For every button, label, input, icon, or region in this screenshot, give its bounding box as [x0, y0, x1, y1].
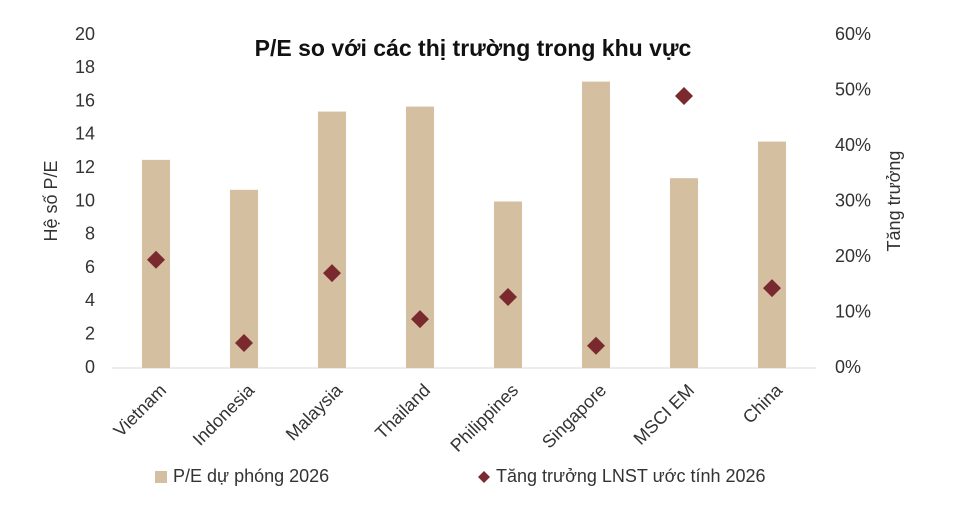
y2-tick-label: 20%	[835, 246, 871, 266]
bar	[494, 201, 522, 368]
bar	[318, 111, 346, 368]
marker	[235, 334, 253, 353]
y-tick-label: 20	[75, 24, 95, 44]
marker	[675, 87, 693, 106]
y-tick-label: 12	[75, 157, 95, 177]
y-tick-label: 18	[75, 57, 95, 77]
legend-label: Tăng trưởng LNST ước tính 2026	[496, 466, 766, 486]
y2-axis-label: Tăng trưởng	[884, 151, 904, 252]
bar	[406, 106, 434, 368]
y2-tick-label: 0%	[835, 357, 861, 377]
y-tick-label: 10	[75, 190, 95, 210]
y-tick-label: 0	[85, 357, 95, 377]
marker	[499, 287, 517, 306]
marker	[323, 264, 341, 283]
x-tick-label: Indonesia	[189, 379, 259, 449]
y2-tick-label: 60%	[835, 24, 871, 44]
chart-title: P/E so với các thị trường trong khu vực	[255, 35, 692, 61]
bar	[670, 178, 698, 368]
y2-tick-label: 50%	[835, 79, 871, 99]
legend-swatch	[478, 471, 490, 483]
x-tick-label: Vietnam	[110, 380, 171, 441]
marker	[587, 336, 605, 355]
marker	[763, 279, 781, 298]
legend-label: P/E dự phóng 2026	[173, 466, 329, 486]
x-tick-label: China	[739, 379, 787, 427]
y-tick-label: 14	[75, 124, 95, 144]
y-tick-label: 2	[85, 323, 95, 343]
y2-tick-label: 30%	[835, 190, 871, 210]
marker	[147, 250, 165, 269]
bar	[758, 141, 786, 368]
y2-tick-label: 40%	[835, 135, 871, 155]
y-tick-label: 8	[85, 224, 95, 244]
marker	[411, 310, 429, 329]
x-tick-label: MSCI EM	[630, 380, 699, 449]
y-tick-label: 16	[75, 90, 95, 110]
y2-tick-label: 10%	[835, 301, 871, 321]
bar	[582, 81, 610, 369]
legend-swatch	[155, 471, 167, 483]
y-tick-label: 6	[85, 257, 95, 277]
x-tick-label: Malaysia	[282, 379, 347, 444]
x-tick-label: Singapore	[538, 380, 610, 452]
x-tick-label: Thailand	[371, 380, 434, 443]
y-axis-label: Hệ số P/E	[41, 160, 61, 241]
x-tick-label: Philippines	[446, 380, 522, 456]
y-tick-label: 4	[85, 290, 95, 310]
